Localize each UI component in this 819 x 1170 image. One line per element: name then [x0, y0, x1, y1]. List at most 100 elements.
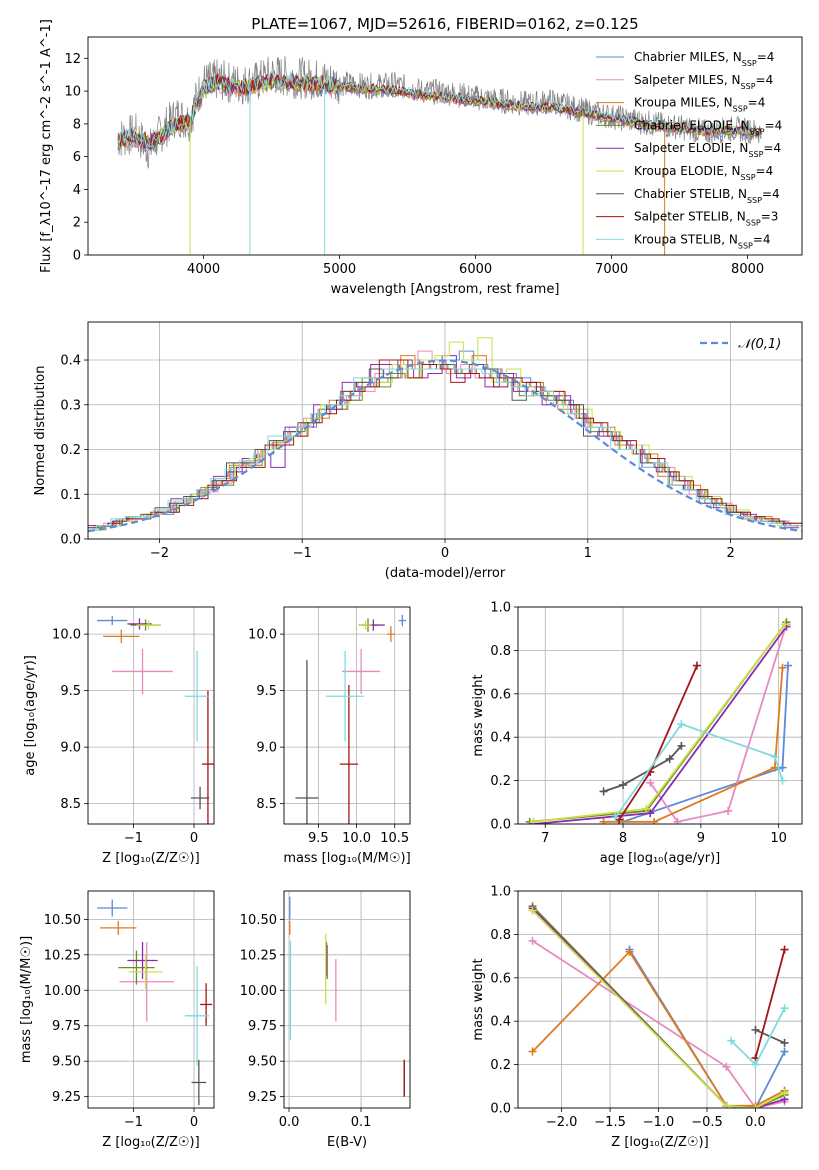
age_vs_mass-xtick-label: 9.5 — [308, 831, 329, 846]
mass-weight-marker — [780, 945, 789, 954]
legend-subscript: SSP — [742, 59, 757, 68]
massweight_vs_Z-ytick-label: 0.4 — [490, 1015, 511, 1030]
massweight_vs_Z-xtick-label: −1.5 — [594, 1115, 626, 1130]
age_vs_Z-ylabel: age [log₁₀(age/yr)] — [23, 655, 38, 776]
errorbar-point — [103, 629, 140, 644]
mass-weight-marker — [727, 1036, 736, 1045]
mass_vs_Z-ytick-label: 10.00 — [44, 984, 81, 999]
massweight_vs_Z-ytick-label: 0.8 — [490, 928, 511, 943]
legend-value: =4 — [765, 118, 783, 132]
mass-weight-marker — [625, 947, 634, 956]
errorbar-point — [326, 651, 365, 742]
mass-weight-marker — [677, 720, 686, 729]
residuals-ytick-label: 0.1 — [60, 488, 81, 503]
mass-weight-marker — [778, 776, 787, 785]
legend-subscript: SSP — [741, 81, 756, 90]
spectrum-xtick-label: 7000 — [595, 262, 628, 277]
gaussian-curve — [88, 359, 802, 533]
massweight_vs_Z-ytick-label: 1.0 — [490, 885, 511, 900]
mass-weight-marker — [751, 1060, 760, 1069]
mass_vs_Z-ytick-label: 9.25 — [52, 1090, 81, 1105]
massweight_vs_age-ylabel: mass weight — [471, 674, 486, 756]
residuals-xtick-label: −1 — [293, 546, 312, 561]
mass-weight-marker — [665, 754, 674, 763]
mass-weight-marker — [642, 804, 651, 813]
mass_vs_Z-axes: −1 0 9.25 9.50 9.75 10.00 10.25 10.50 Z [log₁₀(Z… — [19, 891, 214, 1150]
errorbar-point — [184, 651, 210, 742]
legend-value: =4 — [748, 96, 766, 110]
spectrum-legend: Chabrier MILES, NSSP=4 Salpeter MILES, NS… — [596, 50, 782, 250]
mass_vs_EBV-xtick-label: 0.1 — [351, 1115, 372, 1130]
residuals-ytick-label: 0.4 — [60, 354, 81, 369]
legend-value: =4 — [763, 141, 781, 155]
legend-entry: Kroupa MILES, NSSP=4 — [634, 96, 765, 114]
legend-subscript: SSP — [746, 218, 761, 227]
residuals-frame — [87, 321, 803, 540]
massweight_vs_age-xtick-label: 7 — [541, 831, 549, 846]
errorbar-point — [136, 620, 161, 630]
mass-weight-marker — [780, 1047, 789, 1056]
massweight_vs_age-xlabel: age [log₁₀(age/yr)] — [600, 851, 721, 866]
legend-value: =3 — [761, 210, 779, 224]
massweight_vs_Z-xtick-label: −0.5 — [691, 1115, 723, 1130]
spectrum-ytick-label: 8 — [73, 117, 81, 132]
massweight_vs_age-ytick-label: 0.6 — [490, 687, 511, 702]
spectrum-ylabel: Flux [f_λ10^-17 erg cm^-2 s^-1 A^-1] — [39, 19, 54, 273]
mass_vs_Z-xlabel: Z [log₁₀(Z/Z☉)] — [102, 1135, 199, 1150]
massweight_vs_Z-axes: −2.0 −1.5 −1.0 −0.5 0.0 0.0 0.2 0.4 0.6 0.8 1.0 Z [… — [471, 885, 802, 1150]
mass_vs_Z-ytick-label: 10.50 — [44, 913, 81, 928]
spectrum-ytick-label: 4 — [73, 183, 81, 198]
mass-weight-marker — [751, 1104, 760, 1108]
mass-weight-marker — [770, 752, 779, 761]
age_vs_Z-axes: −1 0 8.5 9.0 9.5 10.0 Z [log₁₀(Z/Z☉)] age [log₁… — [23, 607, 214, 866]
mass_vs_Z-ytick-label: 10.25 — [44, 948, 81, 963]
massweight_vs_Z-xtick-label: 0.0 — [745, 1115, 766, 1130]
massweight_vs_Z-xlabel: Z [log₁₀(Z/Z☉)] — [611, 1135, 708, 1150]
mass-weight-marker — [529, 817, 538, 824]
age_vs_mass-ytick-label: 8.5 — [256, 797, 277, 812]
mass_vs_EBV-ytick-label: 9.75 — [248, 1019, 277, 1034]
mass_vs_EBV-ytick-label: 9.25 — [248, 1090, 277, 1105]
age_vs_Z-ytick-label: 9.0 — [60, 741, 81, 756]
mass_vs_Z-points — [97, 899, 213, 1106]
spectrum-ytick-label: 0 — [73, 249, 81, 264]
massweight_vs_Z-ytick-label: 0.2 — [490, 1058, 511, 1073]
age_vs_mass-ytick-label: 9.0 — [256, 741, 277, 756]
residuals-hist — [88, 337, 802, 533]
legend-subscript: SSP — [741, 173, 756, 182]
massweight_vs_age-lines — [525, 618, 792, 824]
mass-weight-marker — [619, 780, 628, 789]
age_vs_Z-xtick-label: −1 — [124, 831, 143, 846]
legend-entry: Salpeter ELODIE, NSSP=4 — [634, 141, 781, 159]
legend-value: =4 — [753, 232, 771, 246]
errorbar-point — [295, 660, 319, 824]
errorbar-point — [342, 648, 381, 695]
age_vs_mass-xlabel: mass [log₁₀(M/M☉)] — [283, 851, 410, 866]
spectrum-data-line — [117, 55, 762, 169]
massweight_vs_age-axes: 7 8 9 10 0.0 0.2 0.4 0.6 0.8 1.0 age [log₁₀(age/yr… — [471, 601, 802, 866]
mass-weight-marker — [780, 1038, 789, 1047]
massweight_vs_age-xtick-label: 10 — [770, 831, 787, 846]
massweight_vs_Z-xtick-label: −2.0 — [546, 1115, 578, 1130]
mass-weight-line — [603, 667, 784, 823]
mass-weight-marker — [751, 1025, 760, 1034]
mass_vs_Z-ylabel: mass [log₁₀(M/M☉)] — [19, 936, 34, 1063]
mass-weight-marker — [722, 1101, 731, 1108]
mass-weight-marker — [611, 813, 620, 822]
legend-entry: Salpeter STELIB, NSSP=3 — [634, 210, 778, 228]
mass-weight-marker — [528, 936, 537, 945]
age_vs_Z-ytick-label: 10.0 — [52, 628, 81, 643]
mass-weight-line — [533, 625, 788, 824]
age_vs_Z-points — [97, 616, 214, 824]
legend-entry: Salpeter MILES, NSSP=4 — [634, 73, 773, 91]
mass-weight-line — [730, 1007, 786, 1067]
errorbar-point — [119, 942, 175, 1022]
massweight_vs_Z-lines — [528, 902, 789, 1108]
errorbar-point — [97, 616, 128, 626]
mass-weight-marker — [599, 817, 608, 824]
legend-value: =4 — [757, 50, 775, 64]
mass_vs_EBV-ytick-label: 10.00 — [240, 984, 277, 999]
massweight_vs_age-ytick-label: 0.8 — [490, 644, 511, 659]
age_vs_mass-xtick-label: 10.5 — [380, 831, 409, 846]
spectrum-frame — [87, 36, 803, 256]
